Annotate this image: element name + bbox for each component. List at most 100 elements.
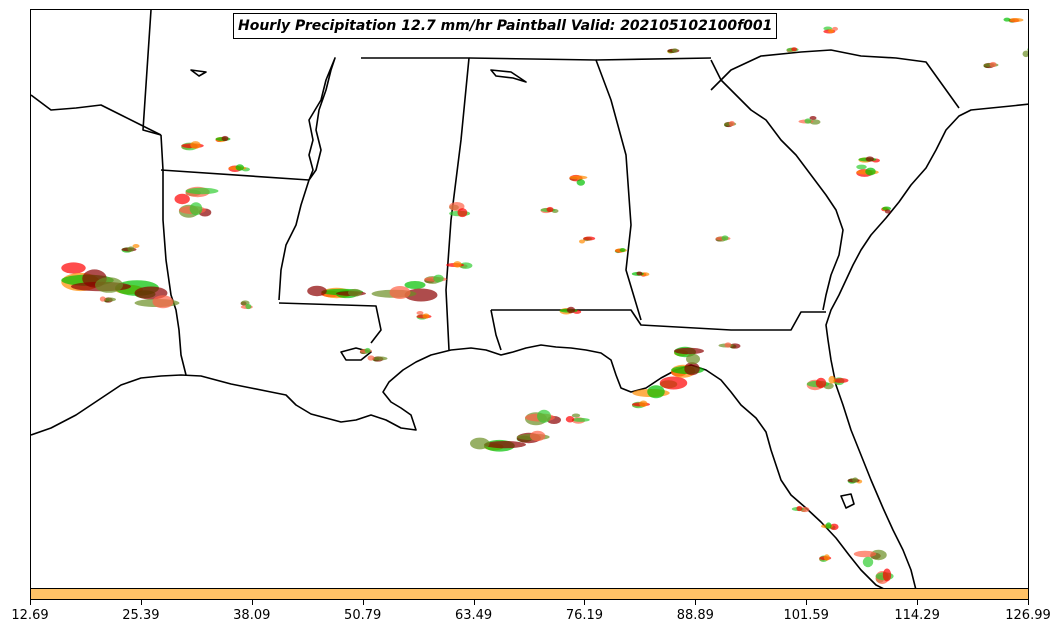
colorbar-tick-mark [251, 600, 253, 605]
precip-paintball [565, 416, 575, 423]
precip-paintball [457, 208, 468, 218]
precip-paintball [571, 417, 590, 422]
colorbar-tick-label: 88.89 [676, 608, 714, 623]
precip-paintball [416, 311, 424, 315]
precip-paintball [833, 378, 849, 383]
colorbar-tick-mark [362, 600, 364, 605]
precip-paintball [579, 239, 585, 244]
precip-paintball [1008, 18, 1024, 22]
florida-east-coast [825, 103, 1028, 588]
ga-sc-border [595, 57, 712, 61]
precip-paintball [529, 430, 546, 442]
coastline-and-borders [31, 10, 1028, 588]
colorbar-tick-mark [917, 600, 919, 605]
precip-paintball [686, 353, 700, 365]
precip-paintball [367, 355, 375, 361]
precip-paintball [862, 556, 874, 568]
tx-la-border [160, 134, 187, 376]
precip-paintball [619, 248, 626, 252]
precip-paintball [674, 347, 704, 355]
colorbar-tick-mark [695, 600, 697, 605]
precip-paintball [389, 286, 411, 299]
colorbar-tick-label: 50.79 [344, 608, 382, 623]
ok-tx-border [31, 94, 162, 136]
precip-paintball [546, 206, 554, 213]
precip-paintball [724, 342, 732, 348]
lake-pontchartrain [340, 347, 372, 361]
precip-paintball [190, 141, 201, 149]
precip-paintball [566, 306, 576, 314]
precip-paintball [828, 375, 836, 384]
precip-paintball [791, 47, 798, 52]
precip-paintball [99, 296, 106, 302]
ga-fl-border [491, 309, 826, 331]
precip-paintball [823, 554, 830, 561]
lake-outline-2 [190, 69, 207, 77]
precip-paintball [865, 167, 876, 176]
colorbar-tick-label: 126.99 [1005, 608, 1051, 623]
precip-paintball [832, 26, 838, 31]
precip-paintball [882, 568, 892, 582]
precip-paintball [828, 29, 834, 34]
precip-paintball [61, 262, 86, 274]
precip-paintball [245, 303, 252, 310]
colorbar-tick-label: 38.09 [233, 608, 271, 623]
precip-paintball [132, 244, 140, 248]
ga-sc-river [710, 59, 844, 311]
precip-paintball [809, 116, 817, 120]
precip-paintball [856, 164, 867, 170]
precip-paintball [221, 135, 229, 142]
precip-paintball [659, 376, 688, 390]
precip-paintball [307, 285, 327, 297]
precip-paintball [537, 409, 551, 423]
precip-paintball [422, 313, 430, 319]
precip-paintball [647, 385, 665, 399]
precip-paintball [433, 274, 444, 283]
precip-paintball [639, 400, 648, 407]
precip-paintball [815, 377, 827, 389]
ms-al-border [361, 57, 470, 351]
colorbar-tick-label: 114.29 [894, 608, 940, 623]
precip-paintball [728, 120, 735, 127]
precip-paintball [104, 297, 116, 302]
precip-paintball [825, 522, 832, 529]
precip-paintball [721, 235, 729, 241]
precip-paintball [348, 288, 362, 297]
precip-paintball [1003, 17, 1011, 22]
precip-paintball [569, 175, 588, 180]
precip-paintball [672, 48, 678, 53]
precip-paintball [189, 202, 203, 216]
precip-paintball [853, 550, 877, 558]
precip-paintball [484, 441, 526, 449]
colorbar-tick-label: 101.59 [783, 608, 829, 623]
colorbar-tick-mark [806, 600, 808, 605]
map-title: Hourly Precipitation 12.7 mm/hr Paintbal… [233, 13, 778, 39]
precip-paintball [571, 413, 581, 418]
precip-paintball [235, 164, 244, 171]
precip-paintball [852, 477, 859, 483]
colorbar-tick-mark [140, 600, 142, 605]
precip-paintball [174, 193, 190, 205]
colorbar-tick-label: 76.19 [565, 608, 604, 623]
colorbar-tick-mark [30, 600, 31, 605]
precip-paintball [636, 271, 643, 276]
precip-paintball [684, 362, 700, 376]
al-fl-border [490, 309, 502, 351]
precip-paintball [583, 236, 596, 241]
precip-paintball [364, 347, 371, 354]
colorbar [30, 588, 1029, 600]
precip-paintball [1027, 48, 1028, 51]
nc-sc-border [710, 49, 960, 109]
ark-la-border [160, 169, 310, 181]
gulf-coastline [31, 344, 884, 588]
lake-outline-1 [490, 69, 527, 83]
precip-paintball [989, 61, 997, 68]
precip-paintball [185, 187, 219, 195]
map-panel [30, 9, 1029, 589]
precip-paintball [796, 505, 803, 512]
colorbar-tick-label: 63.49 [454, 608, 493, 623]
precip-paintball [865, 156, 874, 162]
precip-paintball [576, 179, 585, 186]
colorbar-tick-mark [1028, 600, 1029, 605]
precip-paintball [453, 261, 462, 268]
